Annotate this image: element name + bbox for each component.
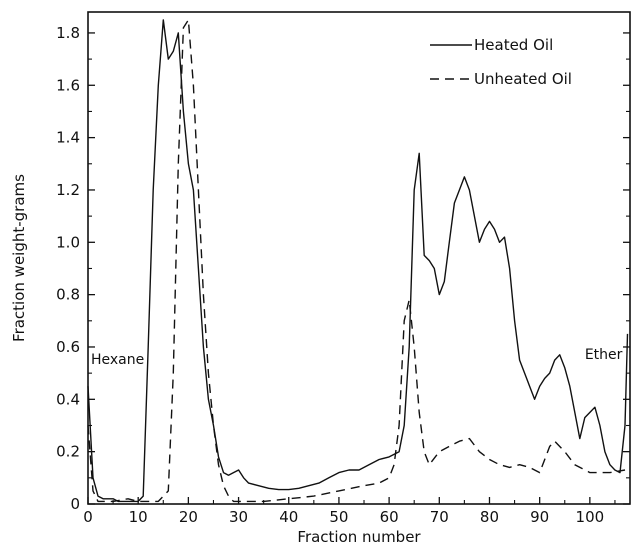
y-tick-label: 0.4 — [56, 390, 80, 408]
x-axis-title: Fraction number — [297, 528, 421, 546]
y-tick-label: 1.0 — [56, 233, 80, 251]
x-tick-label: 90 — [530, 508, 549, 526]
legend-label-heated-oil: Heated Oil — [474, 36, 553, 54]
y-tick-label: 0.6 — [56, 338, 80, 356]
annotation-hexane: Hexane — [91, 352, 144, 368]
x-tick-label: 100 — [576, 508, 605, 526]
x-tick-label: 10 — [129, 508, 148, 526]
y-tick-label: 1.6 — [56, 76, 80, 94]
plot-area — [87, 11, 631, 505]
x-tick-label: 60 — [380, 508, 399, 526]
y-tick-label: 0.2 — [56, 443, 80, 461]
legend: Heated Oil Unheated Oil — [430, 36, 572, 88]
x-tick-label: 40 — [279, 508, 298, 526]
x-tick-label: 0 — [83, 508, 93, 526]
y-tick-label: 1.8 — [56, 24, 80, 42]
x-tick-label: 50 — [329, 508, 348, 526]
x-tick-label: 80 — [480, 508, 499, 526]
series-line-heated-oil — [87, 19, 629, 503]
y-tick-label: 0.8 — [56, 286, 80, 304]
plot-frame — [87, 11, 631, 505]
y-axis: 0 0.2 0.4 0.6 0.8 1.0 1.2 1.4 1.6 1.8 — [56, 24, 630, 513]
y-axis-title: Fraction weight-grams — [10, 174, 28, 342]
x-tick-label: 70 — [430, 508, 449, 526]
y-tick-label: 0 — [70, 495, 80, 513]
series-line-unheated-oil — [87, 19, 626, 503]
legend-label-unheated-oil: Unheated Oil — [474, 70, 572, 88]
series-layer — [87, 19, 629, 503]
annotation-ether: Ether — [585, 347, 623, 363]
x-tick-label: 30 — [229, 508, 248, 526]
y-tick-label: 1.2 — [56, 181, 80, 199]
y-tick-label: 1.4 — [56, 129, 80, 147]
x-axis: 0 10 20 30 40 50 60 70 80 90 100 — [83, 497, 616, 526]
x-tick-label: 20 — [179, 508, 198, 526]
